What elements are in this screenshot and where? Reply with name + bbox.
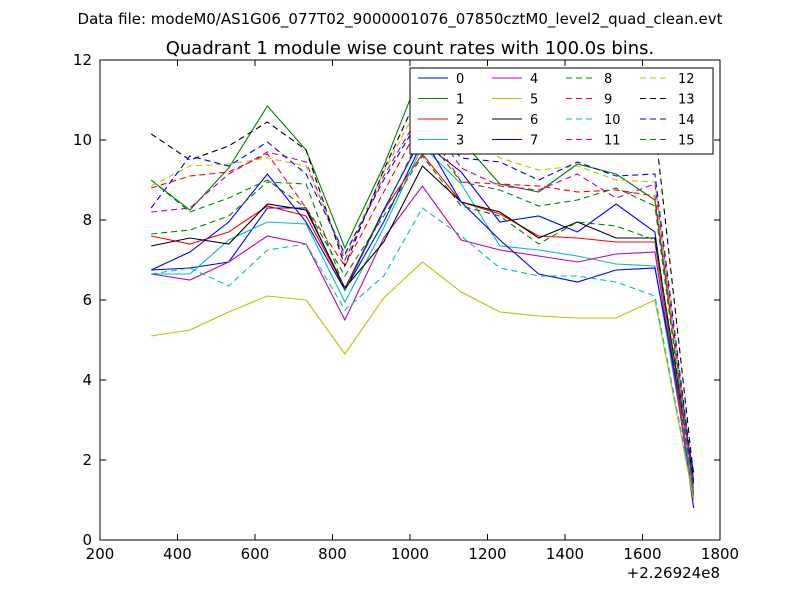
y-tick-label: 8 — [82, 211, 92, 229]
series-line-15 — [151, 130, 695, 495]
legend-label-6: 6 — [530, 113, 538, 128]
x-tick-label: 1400 — [546, 545, 584, 563]
legend-label-13: 13 — [678, 93, 695, 108]
chart-title: Quadrant 1 module wise count rates with … — [166, 38, 655, 59]
x-tick-label: 1800 — [701, 545, 739, 563]
legend-label-7: 7 — [530, 134, 538, 149]
legend-label-3: 3 — [456, 134, 464, 149]
series-line-8 — [150, 155, 695, 489]
legend-label-10: 10 — [604, 113, 621, 128]
axis-tick-labels: 200 400 600 800 1000 1200 1400 1600 180002468101… — [73, 51, 739, 563]
legend-label-12: 12 — [678, 72, 695, 87]
y-tick-label: 10 — [73, 131, 92, 149]
x-tick-label: 200 — [86, 545, 115, 563]
legend-label-11: 11 — [604, 134, 621, 149]
x-tick-label: 600 — [241, 545, 270, 563]
y-tick-label: 2 — [82, 451, 92, 469]
y-tick-label: 6 — [82, 291, 92, 309]
x-tick-label: 1000 — [391, 545, 429, 563]
legend-label-0: 0 — [456, 72, 464, 87]
series-line-11 — [151, 108, 695, 485]
legend-label-15: 15 — [678, 134, 695, 149]
series-line-12 — [150, 97, 695, 499]
y-tick-label: 0 — [82, 531, 92, 549]
legend-label-4: 4 — [530, 72, 538, 87]
y-tick-label: 4 — [82, 371, 92, 389]
series-line-5 — [151, 261, 695, 501]
series-line-9 — [151, 118, 695, 491]
series-line-10 — [151, 207, 695, 497]
legend-label-9: 9 — [604, 93, 612, 108]
series-line-6 — [151, 165, 695, 481]
x-offset-label: +2.26924e8 — [627, 564, 720, 582]
x-tick-label: 1200 — [468, 545, 506, 563]
x-tick-label: 1600 — [623, 545, 661, 563]
legend-label-8: 8 — [604, 72, 612, 87]
legend-label-5: 5 — [530, 93, 538, 108]
axis-ticks — [99, 59, 721, 541]
x-tick-label: 400 — [163, 545, 192, 563]
series-line-14 — [150, 113, 695, 483]
series-line-3 — [151, 145, 695, 493]
x-tick-label: 800 — [318, 545, 347, 563]
chart-suptitle: Data file: modeM0/AS1G06_077T02_90000010… — [78, 10, 723, 29]
legend-label-14: 14 — [678, 113, 695, 128]
legend-label-1: 1 — [456, 93, 464, 108]
series-line-4 — [151, 185, 695, 501]
series-line-0 — [151, 141, 695, 509]
series-line-2 — [151, 153, 695, 497]
y-tick-label: 12 — [73, 51, 92, 69]
legend-label-2: 2 — [456, 113, 464, 128]
